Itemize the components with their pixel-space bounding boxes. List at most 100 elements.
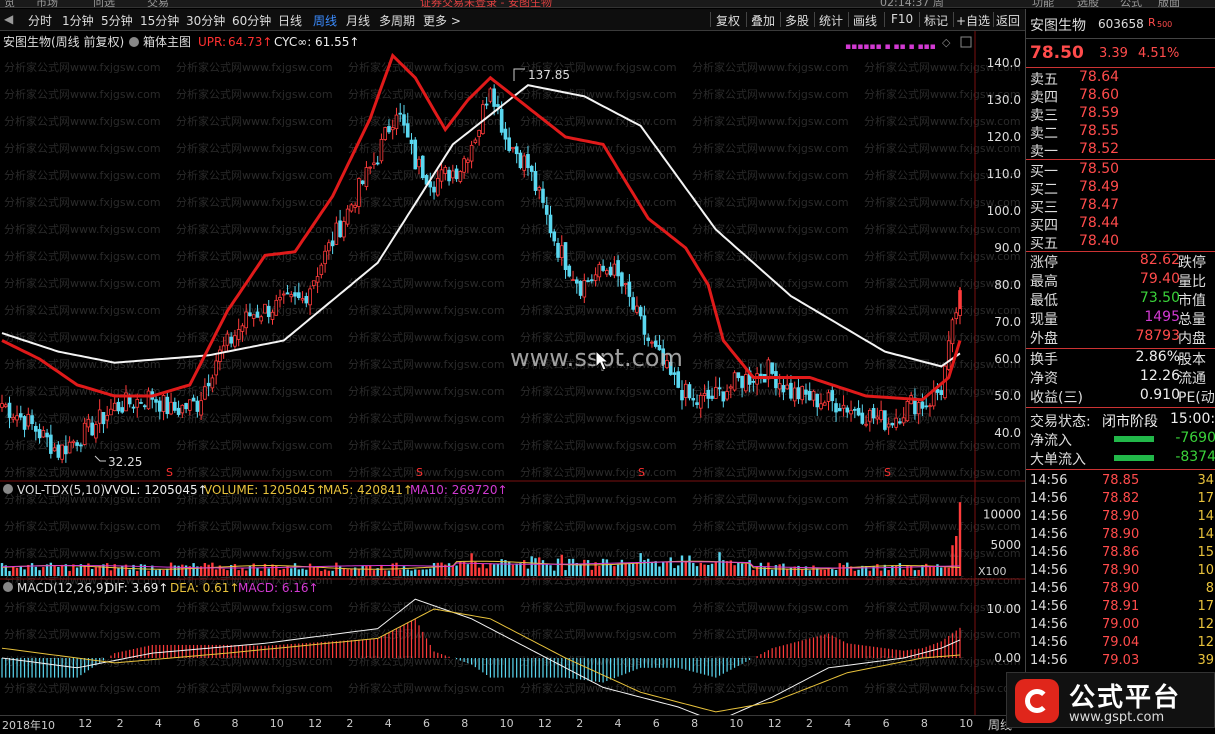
candle-body xyxy=(740,375,744,388)
candle-body xyxy=(165,396,170,415)
tool-button[interactable]: 返回 xyxy=(996,14,1021,28)
chart-toolbar: ◀ 分时 1分钟 5分钟 15分钟 30分钟 60分钟 日线 周线 月线 多周期… xyxy=(0,9,1025,31)
chart-area[interactable]: 分析家公式网www.fxjgsw.com 分析家公式网www.fxjgsw.com… xyxy=(0,31,1025,723)
volume-bar xyxy=(684,562,687,576)
tool-button[interactable]: 标记 xyxy=(924,14,949,28)
candle-body xyxy=(41,430,46,438)
candle-body xyxy=(304,295,309,304)
watermark-text: 分析家公式网www.fxjgsw.com xyxy=(864,222,1021,236)
menu-item[interactable]: 版面 xyxy=(1158,0,1180,8)
time-tick-label: 8 xyxy=(920,717,928,730)
volume-bar xyxy=(181,564,184,576)
candle-body xyxy=(11,417,16,420)
settings-icon[interactable] xyxy=(129,37,139,47)
period-tab-active[interactable]: 周线 xyxy=(313,14,338,28)
volume-bar xyxy=(166,568,169,576)
period-tab[interactable]: 分时 xyxy=(28,14,53,28)
volume-bar xyxy=(646,558,650,576)
menu-item[interactable]: 问选 xyxy=(93,0,115,8)
candle-body xyxy=(330,240,335,247)
candle-body xyxy=(191,397,196,402)
volume-bar xyxy=(601,558,605,576)
back-icon[interactable]: ◀ xyxy=(4,12,14,26)
tool-button[interactable]: 统计 xyxy=(819,14,844,28)
candle-body xyxy=(736,372,741,379)
period-tab[interactable]: 60分钟 xyxy=(232,14,272,28)
volume-bar xyxy=(819,569,823,576)
volume-bar xyxy=(451,565,455,576)
maximize-icon[interactable] xyxy=(960,36,972,48)
volume-bar xyxy=(335,562,338,576)
watermark-text: 分析家公式网www.fxjgsw.com xyxy=(176,222,333,236)
period-tab[interactable]: 月线 xyxy=(346,14,371,28)
watermark-text: 分析家公式网www.fxjgsw.com xyxy=(864,465,1021,479)
tool-button[interactable]: 多股 xyxy=(785,14,810,28)
bid-row: 买三 78.47 xyxy=(1030,197,1120,216)
candle-body xyxy=(142,405,147,408)
watermark-text: 分析家公式网www.fxjgsw.com xyxy=(4,168,161,182)
period-tab[interactable]: 多周期 xyxy=(379,14,416,28)
tool-button[interactable]: F10 xyxy=(891,12,914,26)
period-tab[interactable]: 30分钟 xyxy=(186,14,226,28)
volume-bar xyxy=(842,564,845,576)
watermark-text: 分析家公式网www.fxjgsw.com xyxy=(692,438,849,452)
settings-icon[interactable] xyxy=(3,484,13,494)
indicator-name[interactable]: 箱体主图 xyxy=(143,34,191,49)
mouse-cursor-icon xyxy=(595,349,610,371)
kline-chart[interactable]: 分析家公式网www.fxjgsw.com 分析家公式网www.fxjgsw.com… xyxy=(0,31,1025,723)
menu-item[interactable]: 功能 xyxy=(1032,0,1054,8)
candle-body xyxy=(368,166,372,169)
tool-button[interactable]: 画线 xyxy=(853,14,878,28)
period-tab[interactable]: 更多 > xyxy=(423,14,461,28)
candle-body xyxy=(274,299,279,316)
divider xyxy=(1026,159,1215,160)
candle-body xyxy=(563,242,568,270)
watermark-text: 分析家公式网www.fxjgsw.com xyxy=(4,141,161,155)
candle-body xyxy=(537,187,542,191)
watermark-text: 分析家公式网www.fxjgsw.com xyxy=(520,519,677,533)
tool-button[interactable]: 复权 xyxy=(716,14,741,28)
watermark-text: 分析家公式网www.fxjgsw.com xyxy=(520,384,677,398)
watermark-text: 分析家公式网www.fxjgsw.com xyxy=(4,330,161,344)
volume-bar xyxy=(898,563,902,576)
candle-body xyxy=(402,114,406,126)
candle-body xyxy=(939,390,944,395)
volume-bar xyxy=(199,566,203,576)
time-tick-label: 4 xyxy=(384,717,392,730)
menu-item[interactable]: 览 xyxy=(4,0,15,8)
menu-item[interactable]: 公式 xyxy=(1120,0,1142,8)
diamond-icon[interactable]: ◇ xyxy=(942,36,951,49)
candle-body xyxy=(691,398,696,401)
time-tick-label: 4 xyxy=(154,717,162,730)
period-tab[interactable]: 1分钟 xyxy=(62,14,94,28)
volume-bar xyxy=(526,568,530,576)
watermark-text: 分析家公式网www.fxjgsw.com xyxy=(692,276,849,290)
period-tab[interactable]: 5分钟 xyxy=(101,14,133,28)
menu-item[interactable]: 市场 xyxy=(36,0,58,8)
watermark-text: 分析家公式网www.fxjgsw.com xyxy=(520,303,677,317)
candle-body xyxy=(744,374,748,392)
sell-marker: S xyxy=(416,466,423,479)
volume-bar xyxy=(849,566,853,576)
candle-body xyxy=(188,399,192,411)
candle-body xyxy=(792,387,797,402)
main-panel-title: 安图生物(周线 前复权) xyxy=(3,34,124,49)
candle-body xyxy=(405,123,410,138)
period-tab[interactable]: 15分钟 xyxy=(140,14,180,28)
candle-body xyxy=(218,349,222,362)
watermark-text: 分析家公式网www.fxjgsw.com xyxy=(692,546,849,560)
watermark-text: 分析家公式网www.fxjgsw.com xyxy=(692,195,849,209)
volume-bar xyxy=(440,562,443,576)
time-tick-label: 2018年10 xyxy=(2,719,55,732)
menu-item[interactable]: 交易 xyxy=(147,0,169,8)
volume-bar xyxy=(489,563,492,576)
period-tab[interactable]: 日线 xyxy=(278,14,303,28)
volume-bar xyxy=(515,563,518,576)
watermark-text: 分析家公式网www.fxjgsw.com xyxy=(176,276,333,290)
settings-icon[interactable] xyxy=(3,582,13,592)
candle-body xyxy=(698,394,703,409)
tool-button[interactable]: 叠加 xyxy=(751,14,776,28)
watermark-text: 分析家公式网www.fxjgsw.com xyxy=(348,411,505,425)
tool-button[interactable]: +自选 xyxy=(956,14,991,28)
menu-item[interactable]: 选股 xyxy=(1077,0,1099,8)
